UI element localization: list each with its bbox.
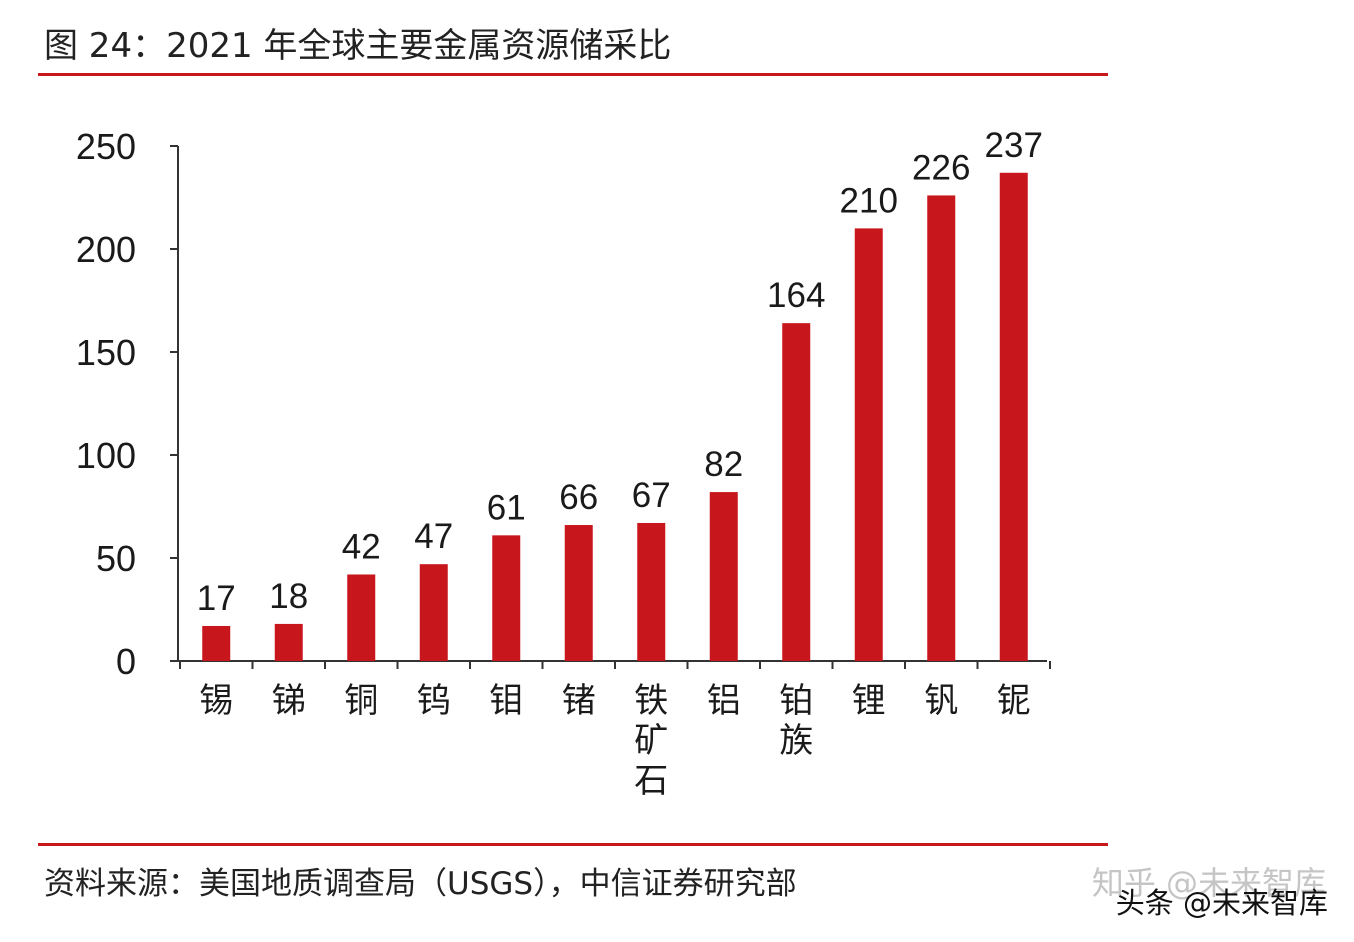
- category-label: 铝: [707, 681, 741, 721]
- zhihu-watermark: 知乎 @未来智库: [1091, 864, 1326, 902]
- title-divider: [38, 73, 1108, 76]
- data-label: 82: [704, 445, 743, 484]
- y-tick-label: 150: [76, 332, 136, 373]
- data-label: 18: [269, 577, 308, 616]
- data-label: 237: [985, 126, 1043, 165]
- category-label: 锂: [852, 681, 886, 721]
- y-tick-label: 100: [76, 435, 136, 476]
- y-tick-label: 200: [76, 229, 136, 270]
- y-tick-label: 0: [116, 641, 136, 682]
- bar-1: [274, 623, 303, 661]
- y-tick-label: 250: [76, 126, 136, 167]
- data-label: 226: [912, 148, 970, 187]
- category-label: 铌: [997, 681, 1031, 721]
- y-axis: 0 50 100 150 200 250: [76, 126, 179, 682]
- category-label: 钒: [924, 681, 958, 721]
- data-label: 17: [197, 579, 236, 618]
- bar-0: [202, 625, 231, 661]
- bar-9: [854, 228, 883, 661]
- data-label: 210: [840, 181, 898, 220]
- bar-7: [709, 492, 738, 661]
- category-label: 铜: [344, 681, 378, 721]
- source-note: 资料来源：美国地质调查局（USGS），中信证券研究部: [44, 866, 797, 902]
- category-label: 铁矿石: [634, 681, 668, 801]
- toutiao-watermark: 头条 @未来智库: [1115, 886, 1328, 920]
- figure-title: 图 24：2021 年全球主要金属资源储采比: [44, 26, 672, 66]
- data-label: 47: [414, 517, 453, 556]
- bar-6: [637, 522, 666, 661]
- data-label: 61: [487, 488, 526, 527]
- source-divider: [38, 843, 1108, 846]
- bar-8: [782, 323, 811, 661]
- bar-10: [927, 195, 956, 661]
- category-label: 钼: [489, 681, 523, 721]
- data-label: 67: [632, 476, 671, 515]
- category-labels: 锡锑铜钨钼锗 铁矿石 铝 铂族锂钒铌: [199, 681, 1031, 801]
- bars: [202, 172, 1028, 661]
- bar-4: [492, 535, 521, 661]
- y-tick-label: 50: [96, 538, 136, 579]
- category-label: 锡: [199, 681, 233, 721]
- bar-3: [419, 564, 448, 661]
- bar-11: [999, 172, 1028, 661]
- category-label: 锑: [272, 681, 306, 721]
- data-label: 164: [767, 276, 825, 315]
- data-label: 42: [342, 527, 381, 566]
- bar-2: [347, 574, 376, 661]
- bar-5: [564, 525, 593, 661]
- category-label: 铂族: [779, 681, 813, 761]
- x-axis: [178, 660, 1051, 669]
- data-labels: 17 18 42 47 61 66 67 82 164 210 226 237: [197, 126, 1043, 618]
- category-label: 锗: [562, 681, 596, 721]
- category-label: 钨: [417, 681, 451, 721]
- data-label: 66: [559, 478, 598, 517]
